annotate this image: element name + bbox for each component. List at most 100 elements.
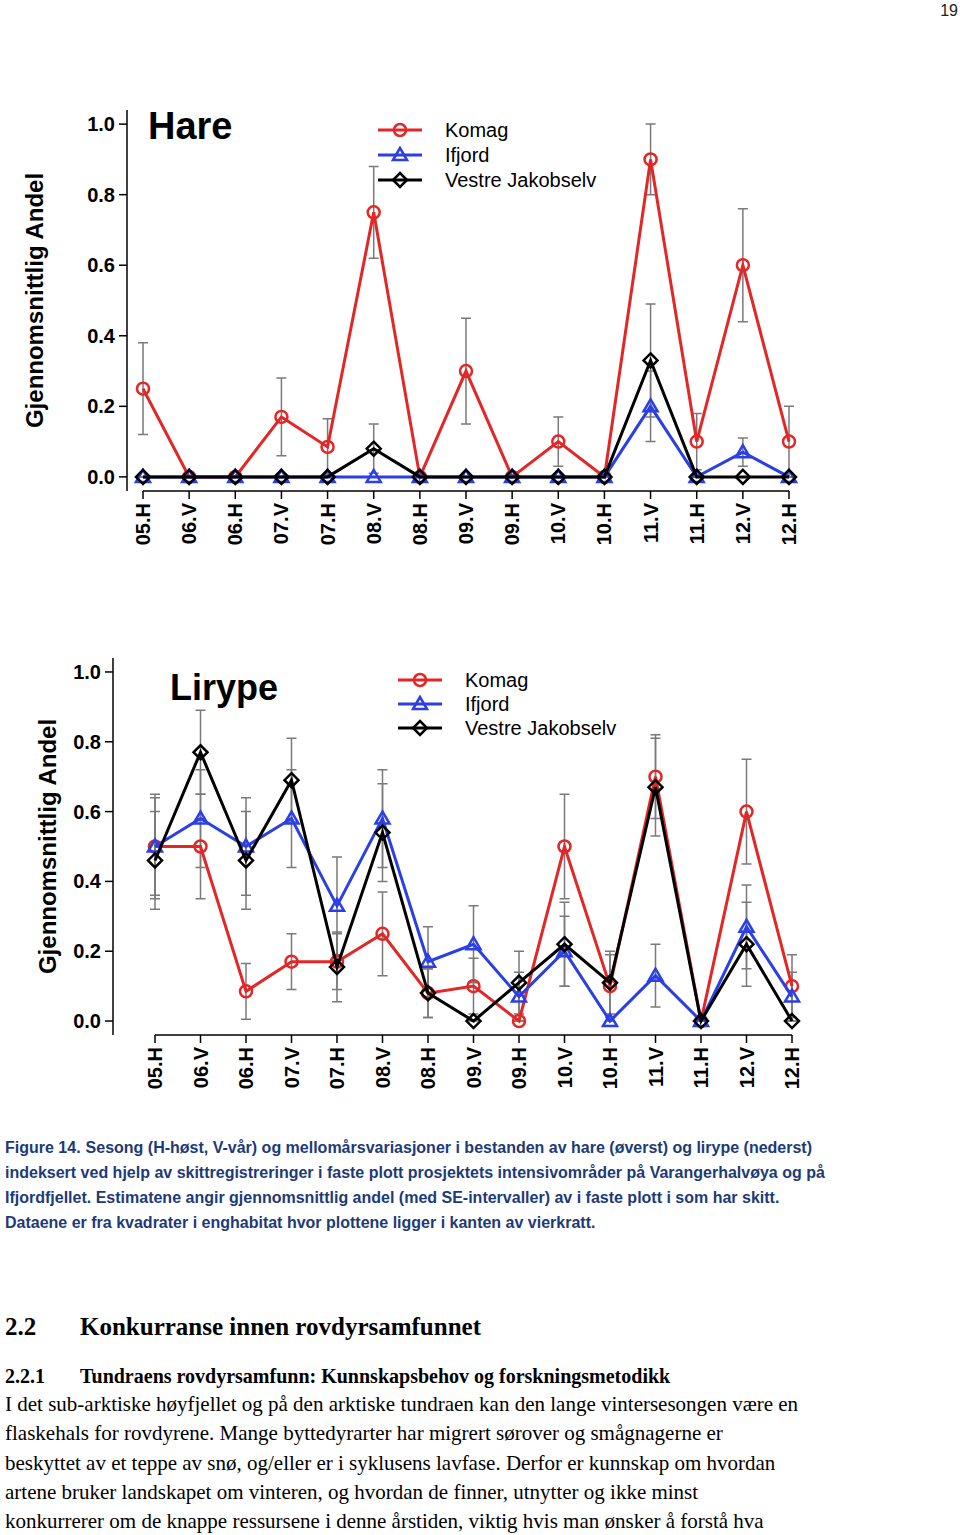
legend-label: Ifjord	[445, 144, 489, 166]
series-line	[143, 159, 789, 477]
marker	[421, 986, 435, 1000]
y-tick	[105, 811, 113, 813]
marker	[558, 937, 572, 951]
y-tick-label: 0.4	[87, 325, 116, 347]
legend-line	[378, 129, 422, 132]
x-tick-label: 12.H	[778, 503, 800, 545]
marker	[137, 383, 149, 395]
marker	[421, 955, 435, 967]
y-tick	[105, 741, 113, 743]
marker	[367, 470, 381, 482]
chart-title: Hare	[148, 105, 233, 147]
page-number: 19	[940, 2, 958, 19]
body-line: flaskehals for rovdyrene. Mange byttedyr…	[5, 1421, 723, 1445]
legend-line	[398, 679, 442, 682]
x-tick	[746, 1035, 748, 1043]
marker	[783, 436, 795, 448]
marker	[285, 812, 299, 824]
caption-line: Dataene er fra kvadrater i enghabitat hv…	[5, 1214, 595, 1231]
x-tick	[696, 491, 698, 499]
marker	[649, 969, 663, 981]
legend-line	[398, 727, 442, 730]
legend-label: Komag	[465, 669, 528, 691]
y-axis-label: Gjennomsnittlig Andel	[21, 173, 48, 428]
y-tick	[119, 406, 127, 408]
y-tick-label: 0.2	[87, 395, 115, 417]
marker	[413, 470, 427, 484]
marker	[239, 853, 253, 867]
marker	[274, 470, 288, 484]
marker	[414, 674, 426, 686]
y-tick-label: 0.8	[73, 731, 101, 753]
marker	[368, 206, 380, 218]
x-tick	[558, 491, 560, 499]
marker	[182, 470, 196, 484]
marker	[644, 399, 658, 411]
caption-line: Ifjordfjellet. Estimatene angir gjennoms…	[5, 1189, 779, 1206]
x-tick-label: 08.V	[363, 502, 385, 544]
x-tick-label: 10.H	[599, 1047, 621, 1089]
body-line: beskyttet av et teppe av snø, og/eller e…	[5, 1451, 776, 1475]
marker	[467, 1014, 481, 1028]
x-tick-label: 08.H	[417, 1047, 439, 1089]
marker	[413, 721, 427, 735]
marker	[367, 442, 381, 456]
marker	[275, 411, 287, 423]
marker	[376, 826, 390, 840]
y-tick-label: 0.0	[73, 1010, 101, 1032]
x-tick-label: 11.H	[686, 503, 708, 544]
x-tick-label: 09.H	[501, 503, 523, 545]
caption-line: Figure 14.Sesong (H-høst, V-vår) og mell…	[5, 1139, 812, 1156]
x-tick-label: 11.V	[640, 502, 662, 543]
marker	[228, 470, 242, 484]
y-axis	[112, 658, 114, 1035]
x-tick	[564, 1035, 566, 1043]
marker	[740, 937, 754, 951]
x-tick	[655, 1035, 657, 1043]
chart: LirypeGjennomsnittlig Andel0.00.20.40.60…	[34, 658, 804, 1089]
legend-line	[378, 154, 422, 157]
marker	[394, 124, 406, 136]
marker	[603, 976, 617, 990]
marker	[467, 937, 481, 949]
marker	[649, 780, 663, 794]
x-tick-label: 07.H	[317, 503, 339, 545]
y-axis	[126, 110, 128, 491]
y-tick	[105, 881, 113, 883]
marker	[644, 353, 658, 367]
x-tick	[154, 1035, 156, 1043]
y-axis-label: Gjennomsnittlig Andel	[34, 719, 61, 974]
series-line	[155, 777, 792, 1021]
x-tick	[427, 1035, 429, 1043]
legend-label: Komag	[445, 119, 508, 141]
x-tick	[327, 491, 329, 499]
y-tick	[119, 123, 127, 125]
caption-text: Sesong (H-høst, V-vår) og mellomårsvaria…	[86, 1139, 812, 1156]
y-tick	[105, 950, 113, 952]
x-tick	[373, 491, 375, 499]
marker	[459, 470, 473, 484]
x-tick-label: 06.H	[235, 1047, 257, 1089]
x-tick-label: 11.H	[690, 1047, 712, 1088]
y-tick	[119, 335, 127, 337]
legend: Komag Ifjord Vestre Jakobselv	[378, 119, 596, 191]
x-tick	[650, 491, 652, 499]
marker	[785, 1014, 799, 1028]
x-tick	[609, 1035, 611, 1043]
marker	[330, 899, 344, 911]
legend-label: Vestre Jakobselv	[445, 169, 596, 191]
page: 19HareGjennomsnittlig Andel0.00.20.40.60…	[0, 0, 960, 1535]
x-tick	[465, 491, 467, 499]
body-line: konkurrerer om de knappe ressursene i de…	[5, 1509, 764, 1533]
x-tick	[245, 1035, 247, 1043]
subheading-number: 2.2.1	[5, 1365, 45, 1387]
marker	[148, 853, 162, 867]
x-tick-label: 10.H	[593, 503, 615, 545]
marker	[285, 773, 299, 787]
marker	[413, 697, 427, 709]
x-tick	[336, 1035, 338, 1043]
x-tick	[281, 491, 283, 499]
x-tick	[791, 1035, 793, 1043]
legend: KomagIfjordVestre Jakobselv	[398, 669, 616, 739]
x-tick-label: 08.V	[372, 1046, 394, 1088]
